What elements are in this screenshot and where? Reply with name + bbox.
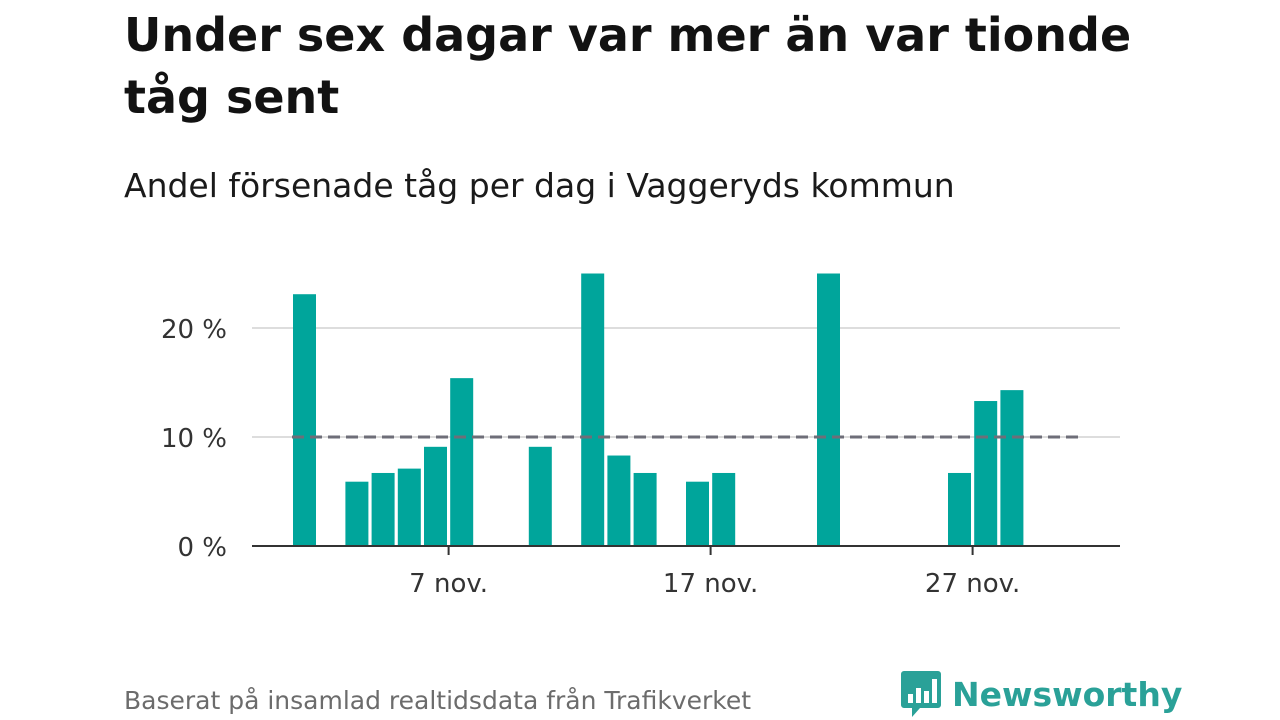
bar: [712, 472, 736, 546]
bar: [345, 481, 369, 546]
bar: [581, 273, 605, 546]
source-note: Baserat på insamlad realtidsdata från Tr…: [124, 686, 752, 715]
brand-logo: Newsworthy: [900, 668, 1182, 720]
newsworthy-logo-icon: [901, 671, 941, 717]
bar: [1000, 390, 1024, 546]
brand-name: Newsworthy: [952, 674, 1183, 714]
bar: [607, 455, 631, 546]
bar: [817, 273, 840, 546]
bar: [528, 446, 552, 546]
bar: [397, 468, 421, 546]
bar: [948, 472, 971, 546]
bar: [974, 401, 998, 546]
y-tick-label: 20 %: [161, 315, 227, 345]
bar: [686, 481, 709, 546]
bar: [633, 472, 657, 546]
x-tick-label: 7 nov.: [409, 569, 488, 599]
y-tick-label: 0 %: [177, 533, 227, 563]
bar: [371, 472, 395, 546]
x-tick-label: 17 nov.: [663, 569, 758, 599]
chart-subtitle: Andel försenade tåg per dag i Vaggeryds …: [124, 166, 955, 205]
x-tick-label: 27 nov.: [925, 569, 1020, 599]
bar: [450, 378, 474, 546]
bar: [424, 446, 447, 546]
y-tick-label: 10 %: [161, 424, 227, 454]
bar: [293, 294, 316, 546]
chart-title: Under sex dagar var mer än var tionde tå…: [124, 8, 1132, 124]
